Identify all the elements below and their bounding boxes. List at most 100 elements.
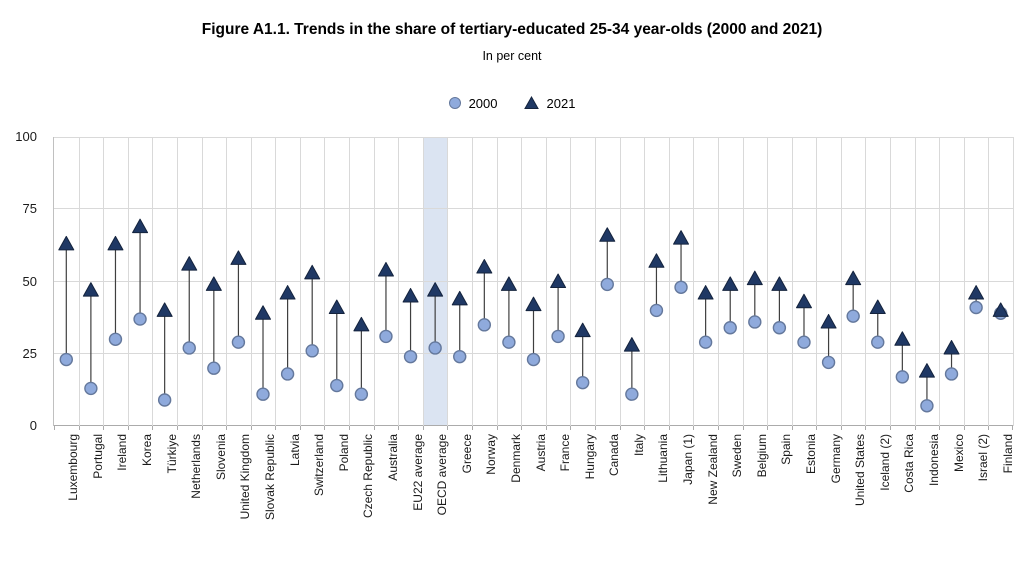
x-axis-label-Ireland: Ireland (115, 434, 130, 471)
marker-2000-Canada (600, 277, 614, 292)
x-axis-tick (275, 426, 277, 430)
marker-2000-OECD average (428, 341, 442, 355)
x-axis-tick (324, 426, 326, 430)
x-axis-label-France: France (558, 434, 573, 472)
gridline-x (816, 137, 818, 426)
marker-2000-Hungary (575, 375, 590, 390)
x-axis-label-Poland: Poland (336, 434, 351, 472)
x-axis-tick (521, 426, 523, 430)
marker-2000-Slovak Republic (256, 387, 270, 401)
marker-2021-Italy (623, 337, 640, 352)
marker-2021-United Kingdom (230, 250, 247, 265)
chart-title: Figure A1.1. Trends in the share of tert… (201, 21, 823, 38)
y-axis-tick-0: 0 (29, 418, 37, 433)
marker-2000-Japan (1) (674, 280, 688, 294)
marker-2000-Italy (625, 387, 639, 401)
marker-2021-Denmark (500, 276, 517, 291)
x-axis-label-Germany: Germany (828, 434, 843, 484)
gridline-x (742, 137, 744, 426)
gridline-x (791, 137, 793, 426)
x-axis-label-United Kingdom: United Kingdom (238, 434, 253, 520)
marker-2000-Israel (2) (969, 300, 983, 315)
x-axis-label-Australia: Australia (385, 434, 400, 481)
marker-2021-Spain (771, 276, 788, 291)
circle-marker-icon (448, 97, 461, 109)
marker-2021-France (550, 273, 567, 288)
marker-2021-Israel (2) (968, 285, 985, 300)
x-axis-tick (152, 426, 154, 430)
highlight-band-oecd-average (422, 137, 448, 426)
gridline-x (275, 137, 277, 426)
x-axis-tick (226, 426, 228, 430)
x-axis-tick (349, 426, 351, 430)
marker-2000-Iceland (2) (871, 335, 885, 349)
x-axis-label-Mexico: Mexico (951, 434, 966, 473)
marker-2000-Portugal (84, 381, 98, 396)
x-axis-tick (742, 426, 744, 430)
marker-2021-Estonia (795, 293, 812, 309)
x-axis-label-Slovak Republic: Slovak Republic (263, 434, 277, 521)
marker-2021-Türkiye (156, 302, 173, 317)
gridline-x (717, 137, 719, 426)
legend-label-2021: 2021 (546, 95, 576, 111)
marker-2000-Netherlands (182, 341, 196, 355)
x-axis-label-Spain: Spain (779, 434, 794, 465)
marker-2021-Canada (599, 227, 616, 242)
marker-2021-United States (845, 270, 862, 286)
marker-2000-Australia (379, 329, 393, 344)
marker-2000-Lithuania (649, 303, 664, 318)
x-axis-label-Indonesia: Indonesia (926, 434, 941, 487)
marker-2021-Portugal (82, 282, 99, 297)
gridline-x (767, 137, 769, 426)
x-axis-tick (78, 426, 80, 430)
marker-2021-Australia (377, 261, 394, 277)
x-axis-tick (472, 426, 474, 430)
gridline-x (570, 137, 572, 426)
marker-2021-Hungary (574, 322, 591, 338)
marker-2021-Lithuania (648, 253, 665, 268)
gridline-x (250, 137, 252, 426)
marker-2021-Luxembourg (58, 235, 75, 251)
marker-2021-EU22 average (402, 287, 419, 303)
x-axis-tick (816, 426, 818, 430)
legend: 2000 2021 (0, 93, 1024, 113)
x-axis-label-Luxembourg: Luxembourg (66, 434, 81, 501)
marker-2000-Indonesia (920, 399, 934, 413)
gridline-y-75 (54, 208, 1013, 210)
x-axis-label-Sweden: Sweden (730, 434, 745, 478)
y-axis-tick-75: 75 (22, 201, 37, 217)
x-axis-label-EU22 average: EU22 average (410, 434, 425, 511)
marker-2021-Slovak Republic (255, 305, 272, 320)
marker-2000-Costa Rica (895, 370, 910, 384)
gridline-x (324, 137, 326, 426)
x-axis-label-Belgium: Belgium (754, 434, 769, 478)
gridline-x (373, 137, 375, 426)
marker-2000-United Kingdom (231, 335, 246, 349)
x-axis-label-Norway: Norway (484, 434, 499, 475)
gridline-x (693, 137, 695, 426)
x-axis-label-Türkiye: Türkiye (164, 434, 179, 474)
gridline-x (152, 137, 154, 426)
legend-item-2000: 2000 (448, 96, 498, 111)
marker-2000-Latvia (280, 367, 295, 381)
x-axis-label-Korea: Korea (140, 434, 155, 467)
gridline-x (349, 137, 351, 426)
x-axis-label-Lithuania: Lithuania (656, 434, 671, 483)
gridline-x (226, 137, 228, 426)
gridline-x (963, 137, 965, 426)
x-axis-tick (373, 426, 375, 430)
marker-2000-Luxembourg (59, 352, 73, 367)
marker-2021-Belgium (746, 270, 763, 286)
x-axis-label-Slovenia: Slovenia (213, 434, 228, 481)
gridline-x (865, 137, 867, 426)
gridline-x (496, 137, 498, 426)
x-axis-tick (299, 426, 301, 430)
gridline-x (176, 137, 178, 426)
marker-2000-Sweden (723, 321, 737, 335)
gridline-x (594, 137, 596, 426)
x-axis-tick (668, 426, 670, 430)
x-axis-label-Austria: Austria (533, 434, 548, 472)
x-axis-label-New Zealand: New Zealand (705, 434, 720, 505)
marker-2000-Spain (772, 321, 787, 335)
gridline-x (447, 137, 449, 426)
